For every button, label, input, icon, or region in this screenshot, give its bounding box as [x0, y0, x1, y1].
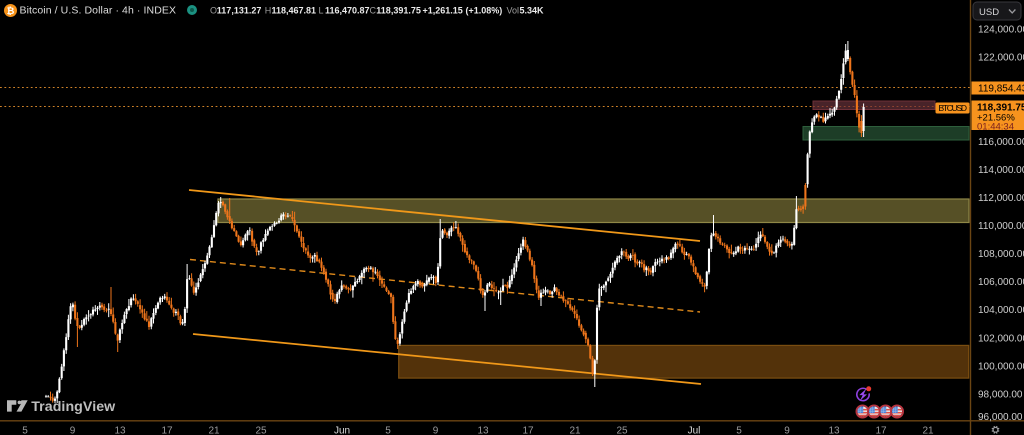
svg-text:Bitcoin / U.S. Dollar · 4h · I: Bitcoin / U.S. Dollar · 4h · INDEX — [20, 4, 177, 16]
svg-text:110,000.00: 110,000.00 — [978, 221, 1024, 232]
svg-text:102,000.00: 102,000.00 — [978, 333, 1024, 344]
svg-text:114,000.00: 114,000.00 — [978, 165, 1024, 176]
svg-text:17: 17 — [522, 426, 534, 435]
svg-text:96,000.00: 96,000.00 — [978, 412, 1023, 423]
svg-text:TradingView: TradingView — [31, 399, 116, 415]
svg-text:13: 13 — [828, 426, 840, 435]
svg-text:17: 17 — [875, 426, 887, 435]
svg-text:₿: ₿ — [7, 6, 15, 17]
svg-text:108,000.00: 108,000.00 — [978, 249, 1024, 260]
svg-text:112,000.00: 112,000.00 — [978, 193, 1024, 204]
svg-text:C: C — [370, 6, 377, 16]
svg-text:5: 5 — [736, 426, 742, 435]
svg-text:5: 5 — [22, 426, 28, 435]
svg-text:116,470.87: 116,470.87 — [325, 6, 370, 16]
svg-text:21: 21 — [922, 426, 934, 435]
svg-text:5.34K: 5.34K — [520, 6, 545, 16]
svg-text:124,000.00: 124,000.00 — [978, 25, 1024, 36]
svg-text:119,854.43: 119,854.43 — [978, 84, 1024, 95]
svg-text:9: 9 — [70, 426, 76, 435]
svg-text:118,391.75: 118,391.75 — [376, 6, 421, 16]
svg-text:(+1.08%): (+1.08%) — [466, 6, 503, 16]
svg-text:13: 13 — [114, 426, 126, 435]
svg-text:Jun: Jun — [334, 426, 350, 435]
svg-text:O: O — [210, 6, 217, 16]
svg-text:104,000.00: 104,000.00 — [978, 305, 1024, 316]
svg-text:25: 25 — [616, 426, 628, 435]
svg-text:116,000.00: 116,000.00 — [978, 137, 1024, 148]
svg-text:Jul: Jul — [688, 426, 701, 435]
svg-text:106,000.00: 106,000.00 — [978, 277, 1024, 288]
svg-text:118,467.81: 118,467.81 — [272, 6, 317, 16]
svg-text:BTCUSD: BTCUSD — [939, 103, 968, 113]
svg-text:13: 13 — [477, 426, 489, 435]
svg-text:Vol: Vol — [507, 6, 520, 16]
svg-text:21: 21 — [569, 426, 581, 435]
svg-text:122,000.00: 122,000.00 — [978, 53, 1024, 64]
svg-text:21: 21 — [208, 426, 220, 435]
svg-text:H: H — [265, 6, 272, 16]
svg-text:01:44:34: 01:44:34 — [977, 122, 1014, 133]
svg-text:9: 9 — [784, 426, 790, 435]
svg-text:117,131.27: 117,131.27 — [217, 6, 262, 16]
svg-text:L: L — [319, 6, 324, 16]
svg-text:USD: USD — [979, 7, 999, 18]
svg-text:+1,261.15: +1,261.15 — [423, 6, 463, 16]
svg-text:17: 17 — [161, 426, 173, 435]
svg-text:98,000.00: 98,000.00 — [978, 389, 1023, 400]
svg-text:9: 9 — [433, 426, 439, 435]
svg-text:118,391.75: 118,391.75 — [977, 103, 1024, 114]
svg-text:25: 25 — [255, 426, 267, 435]
svg-text:5: 5 — [385, 426, 391, 435]
svg-text:+21.56%: +21.56% — [977, 113, 1015, 124]
svg-text:100,000.00: 100,000.00 — [978, 361, 1024, 372]
